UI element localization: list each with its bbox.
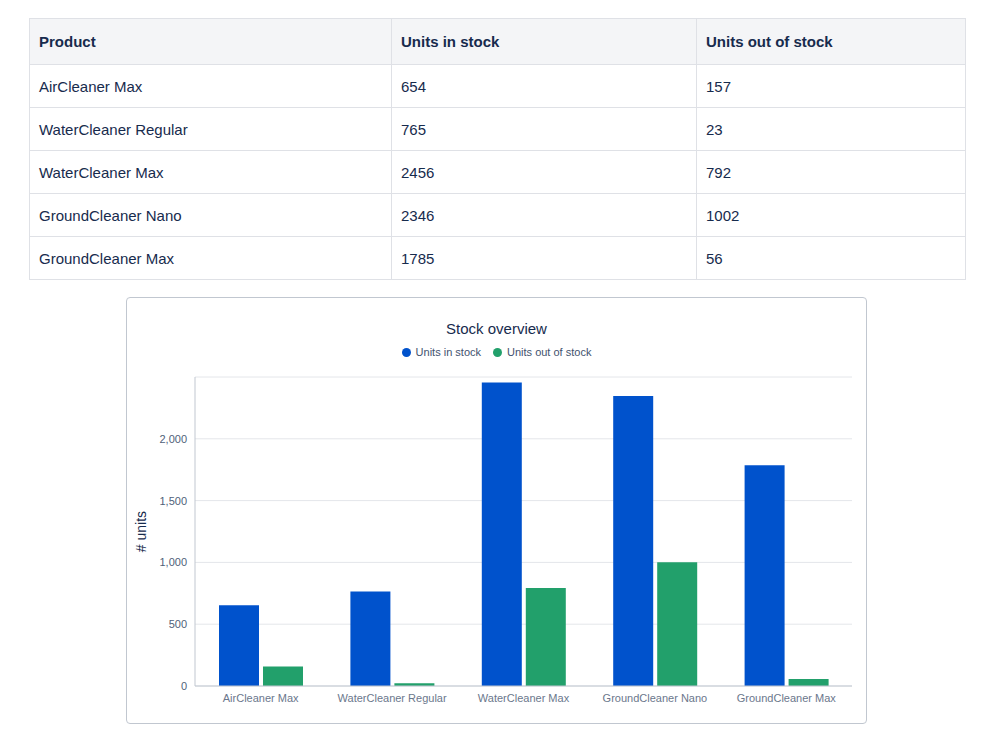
- svg-text:# units: # units: [133, 511, 149, 552]
- html-text:Units out of stock: Units out of stock: [706, 33, 833, 50]
- html-text:Units out of stock: Units out of stock: [507, 346, 592, 358]
- html-text:WaterCleaner Regular: WaterCleaner Regular: [39, 120, 188, 138]
- html-text:56: 56: [706, 249, 723, 267]
- html-text:Stock overview: Stock overview: [446, 320, 547, 337]
- svg-text:1,500: 1,500: [159, 495, 187, 507]
- html-text:1785: 1785: [401, 249, 435, 267]
- svg-text:WaterCleaner Regular: WaterCleaner Regular: [338, 692, 447, 704]
- html-text:792: 792: [706, 163, 731, 181]
- svg-text:500: 500: [169, 618, 187, 630]
- html-text:2456: 2456: [401, 163, 435, 181]
- html-text:Units in stock: Units in stock: [401, 33, 500, 50]
- html-text:2346: 2346: [401, 206, 435, 224]
- html-text:23: 23: [706, 120, 723, 138]
- html-text:GroundCleaner Max: GroundCleaner Max: [39, 249, 175, 267]
- html-text:Product: Product: [39, 33, 96, 50]
- html-text:AirCleaner Max: AirCleaner Max: [39, 77, 143, 95]
- svg-text:2,000: 2,000: [159, 433, 187, 445]
- svg-text:0: 0: [181, 680, 187, 692]
- svg-text:1,000: 1,000: [159, 556, 187, 568]
- svg-text:GroundCleaner Max: GroundCleaner Max: [737, 692, 837, 704]
- html-text:GroundCleaner Nano: GroundCleaner Nano: [39, 206, 182, 224]
- svg-text:AirCleaner Max: AirCleaner Max: [223, 692, 299, 704]
- html-text:1002: 1002: [706, 206, 740, 224]
- html-text:WaterCleaner Max: WaterCleaner Max: [39, 163, 164, 181]
- html-text:654: 654: [401, 77, 426, 95]
- svg-text:GroundCleaner Nano: GroundCleaner Nano: [603, 692, 708, 704]
- html-text:Units in stock: Units in stock: [415, 346, 481, 358]
- svg-text:WaterCleaner Max: WaterCleaner Max: [478, 692, 570, 704]
- html-text:157: 157: [706, 77, 731, 95]
- html-text:765: 765: [401, 120, 426, 138]
